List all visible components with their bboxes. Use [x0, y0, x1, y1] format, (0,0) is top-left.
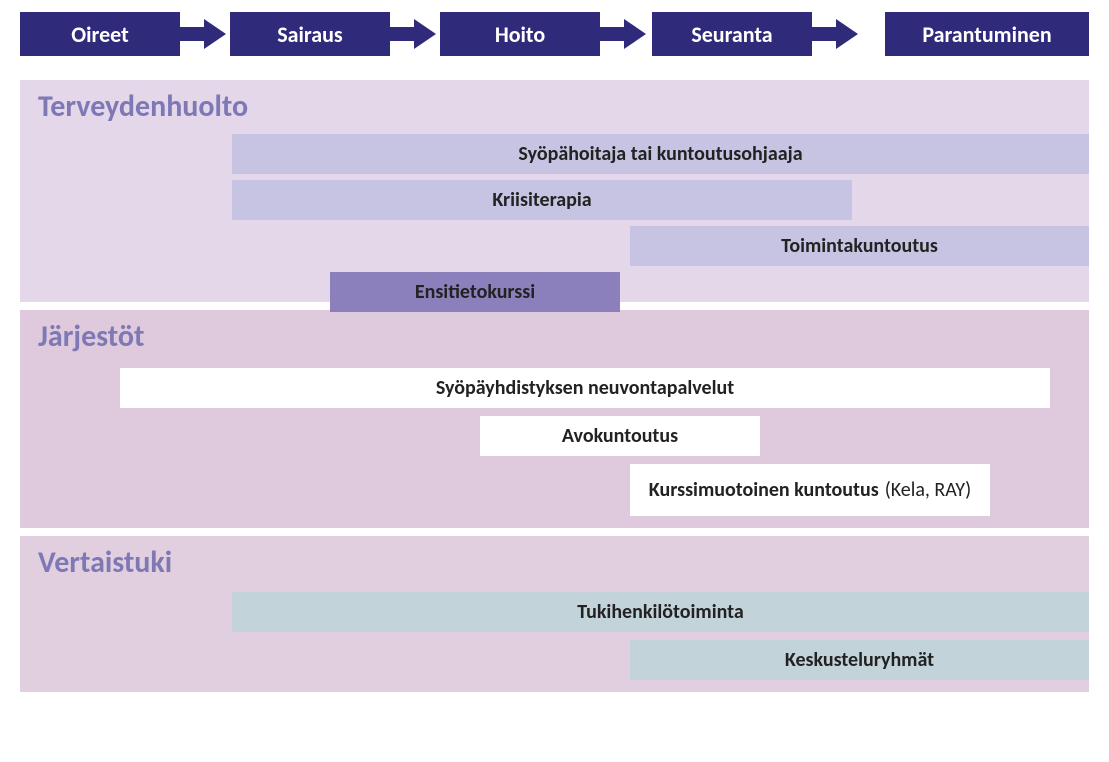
bar-syopahoitaja: Syöpähoitaja tai kuntoutusohjaaja — [232, 134, 1089, 174]
bar-toimintakuntoutus: Toimintakuntoutus — [630, 226, 1089, 266]
bar-kurssimuotoinen: Kurssimuotoinen kuntoutus (Kela, RAY) — [630, 464, 990, 516]
bar-label-tukihenkilo: Tukihenkilötoiminta — [577, 600, 744, 624]
bar-label-keskusteluryhmat: Keskusteluryhmät — [785, 648, 934, 672]
section-jarjestot: Järjestöt Syöpäyhdistyksen neuvontapalvel… — [20, 310, 1089, 528]
bar-label-avokuntoutus: Avokuntoutus — [562, 424, 678, 448]
bar-kriisiterapia: Kriisiterapia — [232, 180, 852, 220]
section-title-jarjestot: Järjestöt — [38, 318, 144, 355]
bar-ensitietokurssi: Ensitietokurssi — [330, 272, 620, 312]
bar-label-neuvontapalvelut: Syöpäyhdistyksen neuvontapalvelut — [436, 376, 734, 400]
section-title-vertaistuki: Vertaistuki — [38, 544, 172, 581]
section-terveydenhuolto: Terveydenhuolto Syöpähoitaja tai kuntoutu… — [20, 80, 1089, 302]
bar-label-kurssimuotoinen: Kurssimuotoinen kuntoutus — [649, 479, 879, 502]
bar-avokuntoutus: Avokuntoutus — [480, 416, 760, 456]
stage-box-3: Seuranta — [652, 12, 812, 56]
stage-box-4: Parantuminen — [885, 12, 1089, 56]
section-title-terveydenhuolto: Terveydenhuolto — [38, 88, 248, 125]
stage-box-1: Sairaus — [230, 12, 390, 56]
sections-host: Terveydenhuolto Syöpähoitaja tai kuntoutu… — [0, 80, 1109, 692]
bar-tukihenkilo: Tukihenkilötoiminta — [232, 592, 1089, 632]
bar-label-toimintakuntoutus: Toimintakuntoutus — [781, 234, 938, 258]
bar-label-ensitietokurssi: Ensitietokurssi — [415, 280, 535, 304]
bar-label-syopahoitaja: Syöpähoitaja tai kuntoutusohjaaja — [518, 142, 802, 166]
stage-box-2: Hoito — [440, 12, 600, 56]
stage-row: Oireet Sairaus Hoito Seuranta Parantuminen — [20, 6, 1089, 62]
bar-neuvontapalvelut: Syöpäyhdistyksen neuvontapalvelut — [120, 368, 1050, 408]
bar-label-kriisiterapia: Kriisiterapia — [492, 188, 591, 212]
stage-box-0: Oireet — [20, 12, 180, 56]
bar-sublabel-kurssimuotoinen: (Kela, RAY) — [885, 479, 972, 502]
section-vertaistuki: Vertaistuki Tukihenkilötoiminta Keskustelu… — [20, 536, 1089, 692]
bar-keskusteluryhmat: Keskusteluryhmät — [630, 640, 1089, 680]
